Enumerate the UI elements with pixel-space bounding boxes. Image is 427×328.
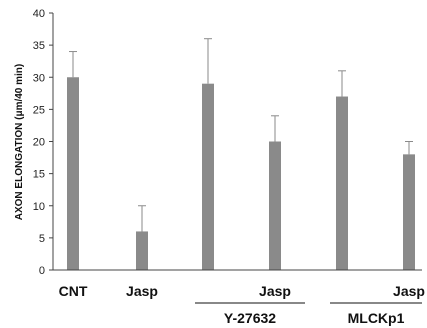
bar (269, 141, 281, 270)
y-tick-label: 10 (33, 201, 45, 213)
treatment-group-labels: Y-27632 MLCKp1 (195, 302, 422, 326)
group-label: Y-27632 (224, 310, 276, 326)
x-category-label: CNT (59, 283, 88, 299)
x-category-label: Jasp (393, 283, 425, 299)
y-axis-ticks: 0 5 10 15 20 25 30 35 40 (33, 8, 53, 277)
bar (136, 231, 148, 270)
x-category-label: Jasp (126, 283, 158, 299)
bar (403, 154, 415, 270)
bar (202, 83, 214, 270)
group-label: MLCKp1 (348, 310, 405, 326)
bar (336, 96, 348, 271)
y-axis-label: AXON ELONGATION (μm/40 min) (14, 64, 25, 221)
error-bars-group (69, 38, 413, 232)
bars-group (67, 77, 415, 271)
y-tick-label: 20 (33, 137, 45, 149)
x-category-label: Jasp (259, 283, 291, 299)
y-axis-label-group: AXON ELONGATION (μm/40 min) (14, 64, 25, 221)
y-tick-label: 0 (39, 265, 45, 277)
y-tick-label: 5 (39, 233, 45, 245)
y-tick-label: 15 (33, 169, 45, 181)
x-axis-category-labels: CNT Jasp Jasp Jasp (59, 283, 425, 299)
y-tick-label: 35 (33, 40, 45, 52)
y-tick-label: 30 (33, 72, 45, 84)
y-tick-label: 40 (33, 8, 45, 20)
bar (67, 77, 79, 270)
y-tick-label: 25 (33, 104, 45, 116)
